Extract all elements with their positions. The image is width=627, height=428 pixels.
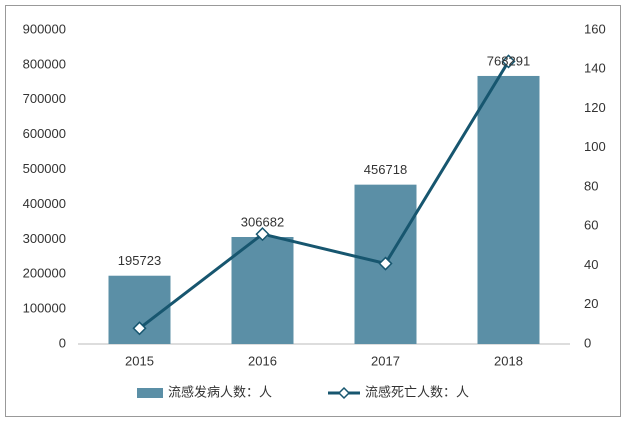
y-tick-label: 100000 bbox=[23, 301, 66, 316]
y-tick-label: 800000 bbox=[23, 56, 66, 71]
line-marker bbox=[132, 321, 147, 336]
legend-label: 流感死亡人数：人 bbox=[365, 384, 469, 399]
x-tick-label: 2016 bbox=[248, 353, 277, 368]
y2-tick-label: 80 bbox=[584, 178, 598, 193]
y2-tick-label: 120 bbox=[584, 100, 606, 115]
data-label: 306682 bbox=[241, 214, 284, 229]
x-tick-label: 2017 bbox=[371, 353, 400, 368]
line-marker bbox=[501, 54, 516, 69]
y-tick-label: 600000 bbox=[23, 126, 66, 141]
x-tick-label: 2015 bbox=[125, 353, 154, 368]
legend-swatch bbox=[137, 388, 163, 398]
y2-tick-label: 140 bbox=[584, 61, 606, 76]
legend-marker bbox=[337, 386, 351, 400]
y2-tick-label: 100 bbox=[584, 139, 606, 154]
y-tick-label: 300000 bbox=[23, 231, 66, 246]
bar bbox=[231, 237, 294, 344]
y2-tick-label: 0 bbox=[584, 335, 591, 350]
data-label: 456718 bbox=[364, 162, 407, 177]
y-tick-label: 900000 bbox=[23, 21, 66, 36]
y2-tick-label: 160 bbox=[584, 21, 606, 36]
y2-tick-label: 60 bbox=[584, 218, 598, 233]
y2-tick-label: 20 bbox=[584, 296, 598, 311]
line-marker bbox=[378, 256, 393, 271]
legend-label: 流感发病人数：人 bbox=[168, 384, 272, 399]
x-tick-label: 2018 bbox=[494, 353, 523, 368]
bar bbox=[477, 75, 540, 344]
y2-tick-label: 40 bbox=[584, 257, 598, 272]
line-marker bbox=[255, 227, 270, 242]
data-label: 195723 bbox=[118, 253, 161, 268]
line bbox=[138, 60, 510, 330]
data-label: 768291 bbox=[487, 53, 530, 68]
y-tick-label: 700000 bbox=[23, 91, 66, 106]
y-tick-label: 200000 bbox=[23, 266, 66, 281]
y-tick-label: 500000 bbox=[23, 161, 66, 176]
y-tick-label: 0 bbox=[59, 335, 66, 350]
y-tick-label: 400000 bbox=[23, 196, 66, 211]
